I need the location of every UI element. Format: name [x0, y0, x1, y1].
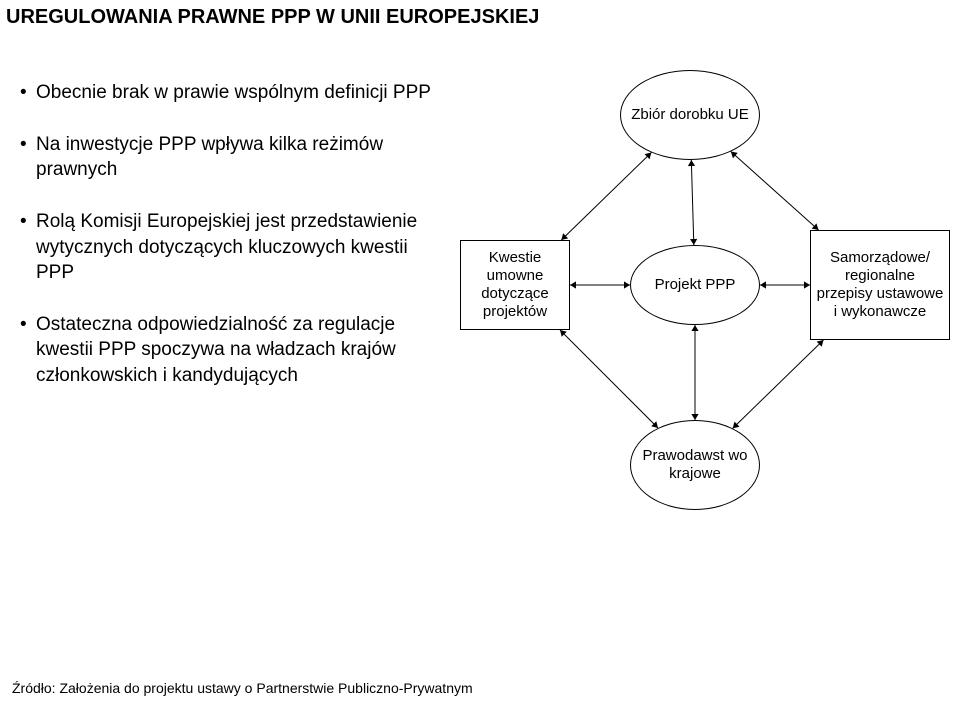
diagram-container: Zbiór dorobku UE Kwestie umowne dotycząc… — [460, 70, 950, 580]
source-footnote: Źródło: Założenia do projektu ustawy o P… — [12, 680, 473, 696]
bullet-item: Obecnie brak w prawie wspólnym definicji… — [20, 80, 450, 106]
node-left: Kwestie umowne dotyczące projektów — [460, 240, 570, 330]
bullet-list: Obecnie brak w prawie wspólnym definicji… — [20, 80, 450, 415]
node-top: Zbiór dorobku UE — [620, 70, 760, 160]
bullet-item: Rolą Komisji Europejskiej jest przedstaw… — [20, 209, 450, 286]
node-bottom: Prawodawst wo krajowe — [630, 420, 760, 510]
bullet-item: Na inwestycje PPP wpływa kilka reżimów p… — [20, 132, 450, 183]
page-title: UREGULOWANIA PRAWNE PPP W UNII EUROPEJSK… — [6, 6, 539, 29]
node-center: Projekt PPP — [630, 245, 760, 325]
node-right: Samorządowe/ regionalne przepisy ustawow… — [810, 230, 950, 340]
bullet-item: Ostateczna odpowiedzialność za regulacje… — [20, 312, 450, 389]
